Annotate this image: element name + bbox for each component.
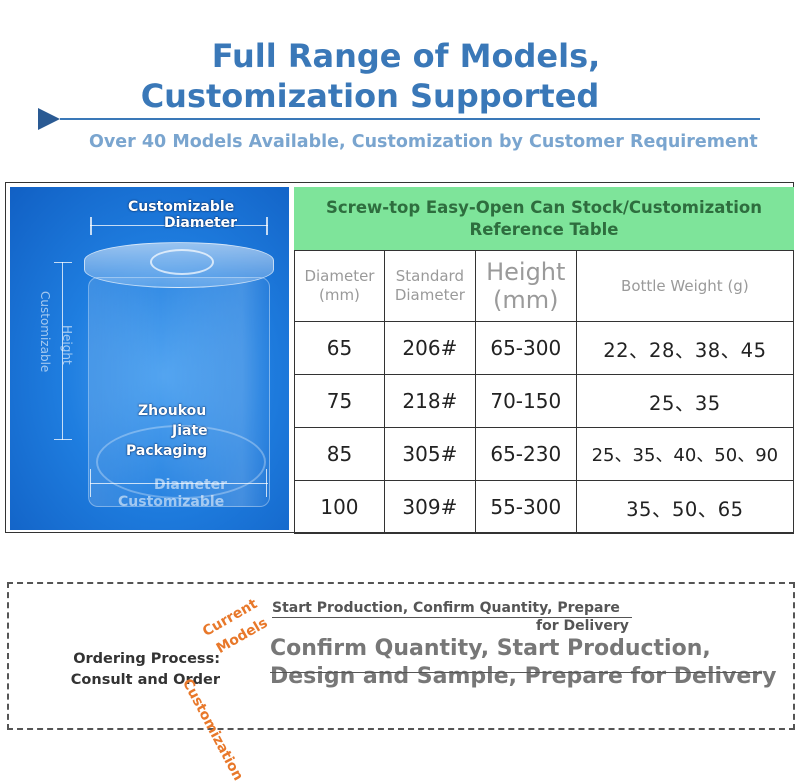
current-models-process-cont: for Delivery xyxy=(536,618,629,634)
cell-weight: 25、35、40、50、90 xyxy=(575,427,795,481)
header-height: Height (mm) xyxy=(474,250,577,322)
table-header-row: Diameter (mm) Standard Diameter Height (… xyxy=(294,250,795,322)
ordering-process-box xyxy=(7,582,795,730)
ordering-process-label: Ordering Process: Consult and Order xyxy=(60,649,220,691)
top-dim-label-2: Diameter xyxy=(164,215,238,231)
page-title-line-2: Customization Supported xyxy=(140,77,600,115)
cell-height: 65-230 xyxy=(474,427,577,481)
cell-diameter: 75 xyxy=(294,374,385,428)
page-subtitle: Over 40 Models Available, Customization … xyxy=(89,132,758,152)
table-row: 75 218# 70-150 25、35 xyxy=(294,374,795,428)
cell-standard: 206# xyxy=(383,321,476,375)
header-diameter: Diameter (mm) xyxy=(294,250,385,322)
diameter-tick-left xyxy=(90,217,92,235)
table-row: 85 305# 65-230 25、35、40、50、90 xyxy=(294,427,795,481)
height-tick-top xyxy=(54,262,72,263)
brand-label-3: Packaging xyxy=(126,443,208,459)
height-label-1: Height xyxy=(60,325,74,365)
bottom-dim-label-2: Customizable xyxy=(118,494,225,510)
table-row: 65 206# 65-300 22、28、38、45 xyxy=(294,321,795,375)
cell-diameter: 100 xyxy=(294,480,385,534)
header-standard-diameter: Standard Diameter xyxy=(383,250,476,322)
bottom-dim-label-1: Diameter xyxy=(154,477,228,493)
current-underline xyxy=(272,617,632,618)
brand-label-1: Zhoukou xyxy=(138,403,207,419)
cell-height: 70-150 xyxy=(474,374,577,428)
reference-table: Diameter (mm) Standard Diameter Height (… xyxy=(294,250,795,534)
cell-diameter: 65 xyxy=(294,321,385,375)
customization-process: Confirm Quantity, Start Production, Desi… xyxy=(270,636,777,689)
diameter-tick-right xyxy=(266,217,268,235)
height-line xyxy=(62,262,63,440)
diameter-line-top xyxy=(90,225,268,226)
brand-label-2: Jiate xyxy=(172,423,208,439)
cell-height: 65-300 xyxy=(474,321,577,375)
cell-diameter: 85 xyxy=(294,427,385,481)
current-models-process: Start Production, Confirm Quantity, Prep… xyxy=(272,600,620,616)
cell-height: 55-300 xyxy=(474,480,577,534)
cell-weight: 25、35 xyxy=(575,374,795,428)
can-base-shape xyxy=(96,425,266,499)
table-title: Screw-top Easy-Open Can Stock/Customizat… xyxy=(294,187,794,250)
cell-standard: 309# xyxy=(383,480,476,534)
process-label-line-1: Ordering Process: xyxy=(73,651,220,667)
cell-weight: 35、50、65 xyxy=(575,480,795,534)
height-label-2: Customizable xyxy=(38,291,52,373)
table-row: 100 309# 55-300 35、50、65 xyxy=(294,480,795,534)
triangle-arrow-icon xyxy=(38,108,60,130)
product-photo: Customizable Diameter Height Customizabl… xyxy=(10,187,289,530)
height-tick-bottom xyxy=(54,439,72,440)
cell-standard: 218# xyxy=(383,374,476,428)
title-divider xyxy=(60,118,760,120)
page-title-line-1: Full Range of Models, xyxy=(211,37,601,75)
top-dim-label-1: Customizable xyxy=(128,199,235,215)
pull-ring-icon xyxy=(150,249,214,275)
header-bottle-weight: Bottle Weight (g) xyxy=(575,250,795,322)
table-title-text: Screw-top Easy-Open Can Stock/Customizat… xyxy=(326,197,762,239)
customization-underline xyxy=(270,672,762,673)
cell-standard: 305# xyxy=(383,427,476,481)
diameter-line-bottom xyxy=(90,483,268,484)
cell-weight: 22、28、38、45 xyxy=(575,321,795,375)
process-label-line-2: Consult and Order xyxy=(70,672,220,688)
